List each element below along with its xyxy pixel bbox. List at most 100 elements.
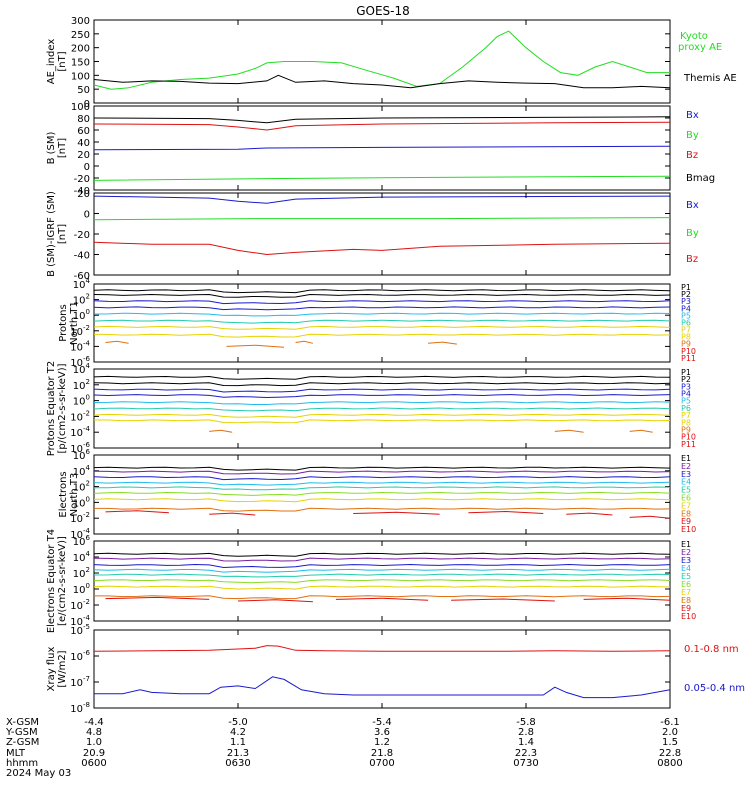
- y-axis-label: B (SM)-IGRF (SM)[nT]: [46, 191, 68, 277]
- panels: 050100150200250300AE_index[nT]Kyotoproxy…: [46, 16, 745, 715]
- legend-p9: P9: [681, 340, 691, 349]
- legend-bx: Bx: [686, 110, 699, 121]
- legend-p4: P4: [681, 390, 691, 399]
- y-tick-label: 10-5: [70, 623, 90, 637]
- y-tick-label: -40: [74, 251, 90, 262]
- y-tick-label: 10-4: [70, 614, 90, 628]
- y-tick-label: 150: [71, 58, 90, 69]
- series-p2-line: [93, 382, 671, 387]
- series-p9-segment: [629, 429, 653, 433]
- series-e6-line: [93, 579, 671, 584]
- series-e8-line: [94, 595, 671, 600]
- y-axis-label: Electrons Equator T4[e/(cm2-s-sr-keV)]: [46, 529, 68, 633]
- series-e9-segment: [209, 512, 256, 516]
- y-tick-label: 100: [73, 582, 90, 596]
- x-axis-tick-value: 4.8: [86, 727, 102, 738]
- series-e5-line: [93, 573, 671, 578]
- y-tick-label: 10-4: [70, 339, 90, 353]
- panel-3: -60 -40 -20 0 20 B (SM)-IGRF (SM)[nT] Bx By Bz: [46, 189, 699, 282]
- y-axis-label: ElectronsNorth T3: [58, 471, 80, 517]
- panel-frame: [93, 629, 671, 709]
- series-p7-line: [93, 325, 671, 330]
- x-axis-tick-value: 1.5: [662, 737, 678, 748]
- legend-xray-long: 0.1-0.8 nm: [684, 644, 739, 655]
- series-e9-segment: [583, 597, 671, 601]
- y-tick-label: 10-6: [70, 355, 90, 369]
- legend-p2: P2: [681, 375, 691, 384]
- y-tick-label: 10-2: [70, 511, 90, 525]
- y-tick-label: 10-2: [70, 409, 90, 423]
- series-p1-line: [93, 289, 671, 294]
- x-axis-tick-value: 22.3: [515, 748, 537, 759]
- y-tick-label: 100: [71, 71, 90, 82]
- x-axis-row-label: X-GSM: [6, 717, 39, 728]
- legend-e3: E3: [681, 470, 691, 479]
- panel-1: 0 50 100 150 200 250 300 AE_index[nT] Kyotoproxy…: [46, 16, 737, 110]
- legend-p6: P6: [681, 404, 691, 413]
- legend-kyoto: Kyoto: [680, 31, 708, 42]
- legend-xray-short: 0.05-0.4 nm: [684, 683, 745, 694]
- legend-e10: E10: [681, 612, 696, 621]
- x-axis-tick-value: -5.4: [372, 717, 392, 728]
- legend-p2: P2: [681, 290, 691, 299]
- series-themis-ae-line: [93, 74, 671, 89]
- panel-frame: [93, 192, 671, 276]
- panel-frame: [93, 19, 671, 104]
- legend-by: By: [686, 130, 699, 141]
- legend-e9: E9: [681, 517, 691, 526]
- legend-p9: P9: [681, 425, 691, 434]
- x-axis-tick-value: 3.6: [374, 727, 390, 738]
- series-e6-line: [93, 491, 671, 496]
- legend-e2: E2: [681, 462, 691, 471]
- series-e2-line: [93, 557, 671, 562]
- series-p1-line: [93, 375, 671, 380]
- series-e1-line: [93, 552, 671, 557]
- legend-e7: E7: [681, 588, 691, 597]
- y-axis-label: Xray flux[W/m2]: [46, 647, 68, 692]
- legend-e7: E7: [681, 501, 691, 510]
- series-p5-line: [93, 401, 671, 405]
- series-e9-segment: [566, 512, 613, 516]
- legend-e1: E1: [681, 540, 691, 549]
- series-p7-line: [93, 413, 671, 418]
- series-p8-line: [94, 333, 671, 338]
- legend-e10: E10: [681, 525, 696, 534]
- y-tick-label: 20: [77, 150, 90, 161]
- y-tick-label: 10-4: [70, 425, 90, 439]
- legend-proxy-ae: proxy AE: [678, 42, 722, 53]
- y-tick-label: 10-6: [70, 649, 90, 663]
- x-axis-tick-value: 2.0: [662, 727, 678, 738]
- series-e4-line: [93, 481, 671, 486]
- x-axis-tick-value: 0700: [369, 758, 394, 769]
- x-axis-row-label: Z-GSM: [6, 737, 39, 748]
- series-e8-line: [94, 507, 671, 512]
- y-tick-label: 104: [73, 277, 91, 291]
- legend-p7: P7: [681, 411, 691, 420]
- series-e9-segment: [468, 510, 544, 514]
- legend-p1: P1: [681, 368, 691, 377]
- legend-e9: E9: [681, 604, 691, 613]
- series-p2-line: [93, 293, 671, 298]
- legend-p8: P8: [681, 333, 691, 342]
- y-axis-label: Protons Equator T2[p/(cm2-s-sr-keV)]: [46, 361, 68, 457]
- series-0-1-0-8-nm-line: [93, 645, 671, 652]
- y-tick-label: 102: [73, 480, 90, 494]
- y-tick-label: 100: [71, 102, 90, 113]
- y-tick-label: -20: [74, 230, 90, 241]
- series-p3-line: [93, 388, 671, 393]
- y-axis-label: ProtonsNorth T1: [58, 301, 80, 345]
- series-p8-line: [94, 419, 671, 424]
- legend-p11: P11: [681, 354, 696, 363]
- y-tick-label: 10-6: [70, 441, 90, 455]
- series-e1-line: [93, 466, 671, 471]
- y-tick-label: 102: [73, 566, 90, 580]
- x-axis-tick-value: 20.9: [83, 748, 105, 759]
- x-axis-tick-value: -5.0: [228, 717, 248, 728]
- y-tick-label: 100: [73, 308, 90, 322]
